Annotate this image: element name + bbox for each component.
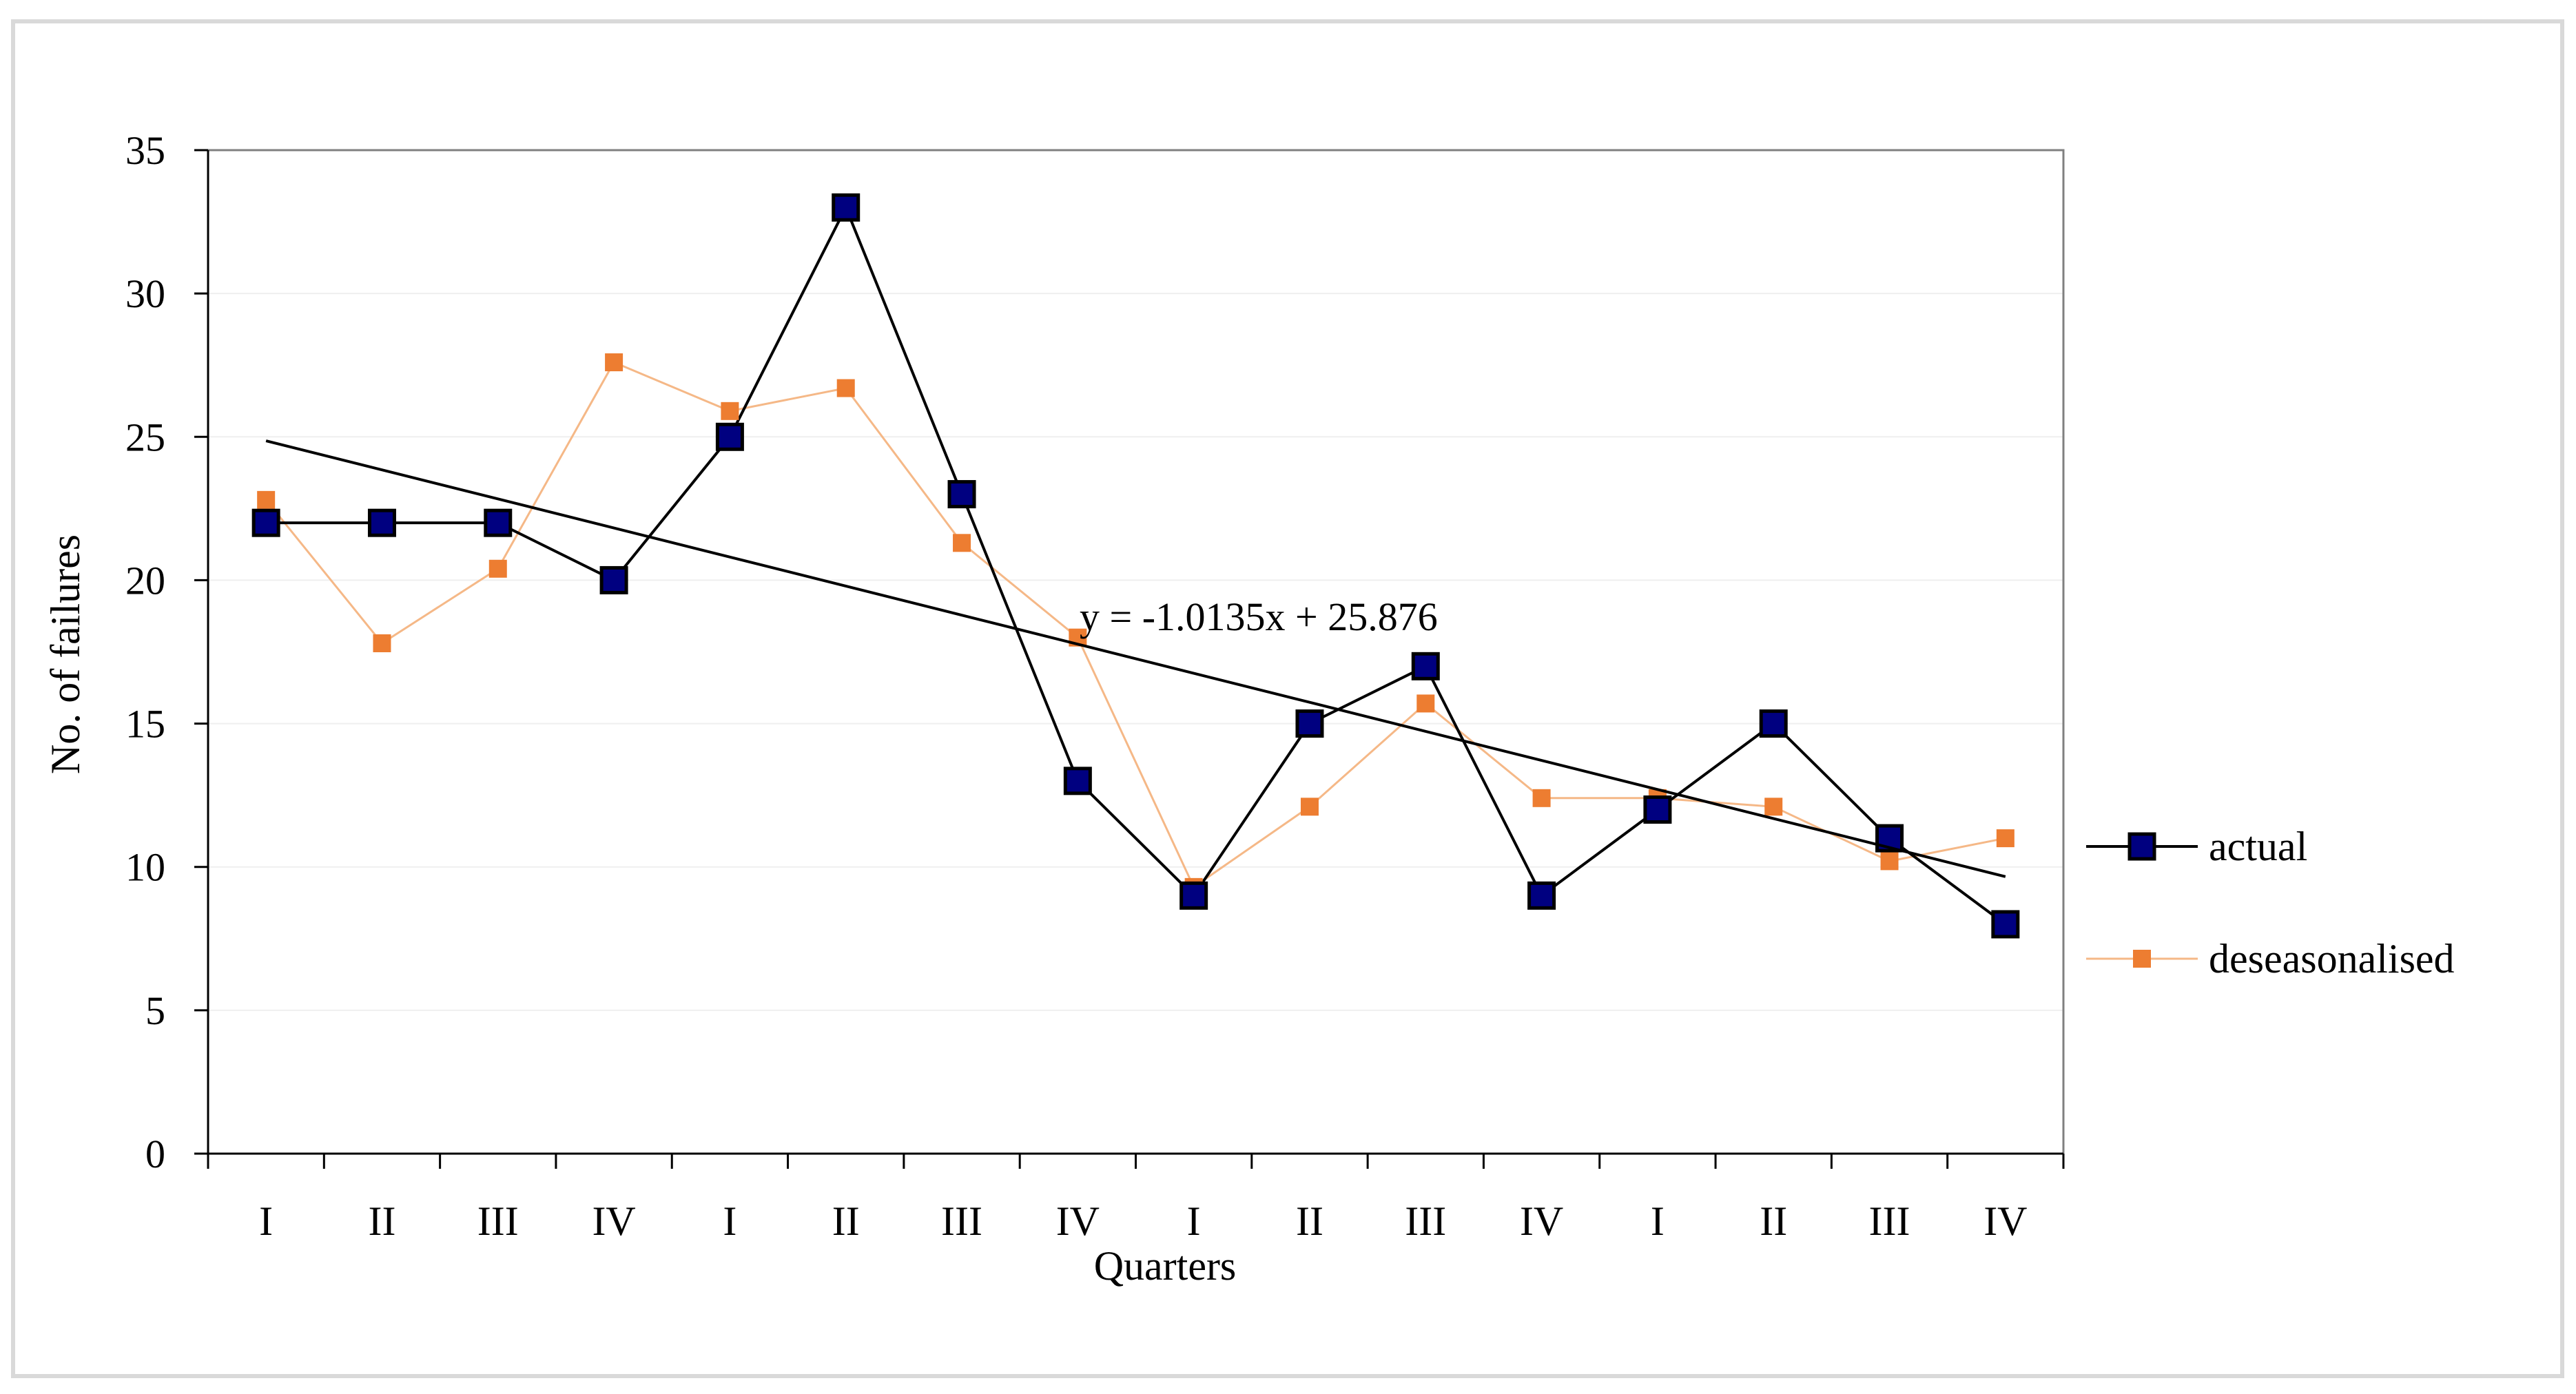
x-tick-label: IV <box>1520 1198 1563 1244</box>
data-point-deseasonalised <box>836 379 855 397</box>
x-tick-label: I <box>1187 1198 1201 1244</box>
data-point-deseasonalised <box>605 353 624 372</box>
data-point-deseasonalised <box>1996 829 2015 848</box>
y-tick-label: 0 <box>145 1132 165 1176</box>
data-point-actual <box>599 565 628 594</box>
legend-marker-actual <box>2127 832 2156 861</box>
data-point-actual <box>1063 767 1092 795</box>
data-point-actual <box>251 508 280 537</box>
data-point-deseasonalised <box>1764 798 1783 816</box>
data-point-deseasonalised <box>953 534 971 552</box>
y-tick-label: 20 <box>125 558 165 603</box>
legend-marker-deseasonalised <box>2133 950 2151 968</box>
trendline-layer <box>265 439 2006 878</box>
data-point-deseasonalised <box>1880 852 1899 871</box>
data-point-actual <box>947 480 976 509</box>
x-tick-label: I <box>259 1198 273 1244</box>
series-layer <box>251 193 2020 939</box>
chart-border <box>11 19 2564 1378</box>
y-tick-label: 35 <box>125 128 165 173</box>
trendline <box>265 439 2006 878</box>
y-tick-label: 15 <box>125 702 165 747</box>
x-tick-label: III <box>1405 1198 1446 1244</box>
x-tick-label: III <box>477 1198 519 1244</box>
y-tick-label: 10 <box>125 845 165 890</box>
legend: actual deseasonalised <box>2086 824 2455 981</box>
x-tick-label: IV <box>1056 1198 1100 1244</box>
data-point-deseasonalised <box>488 559 507 578</box>
data-point-actual <box>832 193 861 222</box>
data-point-deseasonalised <box>373 634 391 653</box>
data-point-deseasonalised <box>1532 789 1551 807</box>
y-tick-label: 25 <box>125 415 165 459</box>
data-point-actual <box>1991 910 2020 939</box>
x-tick-label: II <box>832 1198 860 1244</box>
trendline-equation: y = -1.0135x + 25.876 <box>1080 594 1438 639</box>
series-line-deseasonalised <box>265 361 2006 889</box>
y-tick-label: 30 <box>125 271 165 316</box>
data-point-actual <box>1759 709 1788 738</box>
x-tick-label: IV <box>592 1198 635 1244</box>
x-tick-label: I <box>1651 1198 1665 1244</box>
x-tick-label: II <box>1296 1198 1323 1244</box>
y-axis-label: No. of failures <box>43 534 88 774</box>
data-point-actual <box>1527 881 1556 910</box>
legend-label-actual: actual <box>2209 824 2307 869</box>
data-point-actual <box>367 508 396 537</box>
x-tick-label: I <box>723 1198 736 1244</box>
data-point-actual <box>1179 881 1208 910</box>
x-tick-label: IV <box>1983 1198 2027 1244</box>
data-point-deseasonalised <box>257 490 276 509</box>
x-axis-label: Quarters <box>1094 1243 1237 1289</box>
data-point-deseasonalised <box>1300 798 1319 816</box>
y-tick-label: 5 <box>145 988 165 1033</box>
x-tick-label: III <box>941 1198 982 1244</box>
series-line-actual <box>266 204 2007 926</box>
data-point-actual <box>1411 652 1440 680</box>
data-point-actual <box>484 508 513 537</box>
data-point-actual <box>1295 709 1324 738</box>
legend-label-deseasonalised: deseasonalised <box>2209 936 2455 981</box>
x-tick-label: II <box>1760 1198 1787 1244</box>
data-point-deseasonalised <box>721 402 739 420</box>
data-point-actual <box>715 422 744 451</box>
data-point-deseasonalised <box>1416 694 1435 713</box>
x-tick-label: II <box>368 1198 395 1244</box>
x-tick-label: III <box>1869 1198 1910 1244</box>
data-point-actual <box>1643 795 1672 824</box>
